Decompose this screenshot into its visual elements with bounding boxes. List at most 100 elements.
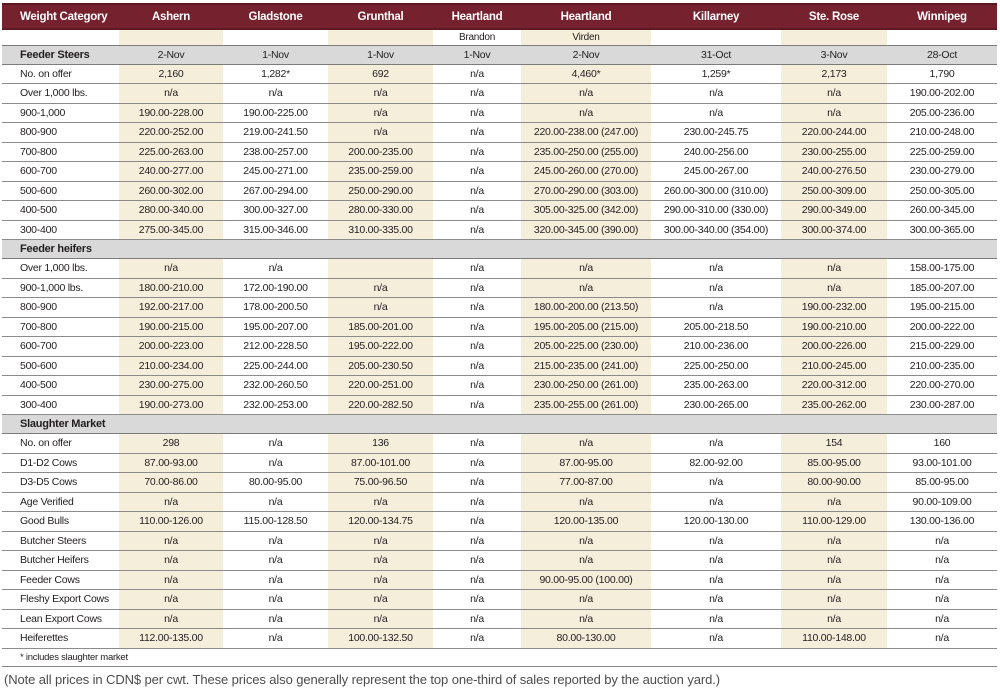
price-cell: n/a bbox=[781, 589, 887, 610]
empty-cell bbox=[521, 239, 651, 259]
price-cell: n/a bbox=[887, 589, 997, 610]
price-cell: n/a bbox=[521, 103, 651, 123]
row-label: Age Verified bbox=[2, 492, 119, 512]
column-header-killarney: Killarney bbox=[651, 3, 781, 30]
price-cell: n/a bbox=[223, 531, 328, 551]
price-cell: 225.00-259.00 bbox=[887, 142, 997, 162]
price-cell: 215.00-229.00 bbox=[887, 336, 997, 357]
row-label: Over 1,000 lbs. bbox=[2, 83, 119, 104]
price-cell: 225.00-244.00 bbox=[223, 356, 328, 376]
price-cell bbox=[328, 258, 433, 279]
table-row-slaughter-market-age-verified: Age Verified n/a n/a n/a n/a n/a n/a n/a 90.00-1… bbox=[2, 492, 997, 512]
price-cell: n/a bbox=[521, 258, 651, 279]
price-cell: n/a bbox=[223, 628, 328, 649]
price-cell: 230.00-275.00 bbox=[119, 375, 223, 396]
price-cell: 230.00-279.00 bbox=[887, 161, 997, 182]
price-cell: 240.00-277.00 bbox=[119, 161, 223, 182]
price-cell: 205.00-218.50 bbox=[651, 317, 781, 337]
price-cell: 260.00-345.00 bbox=[887, 200, 997, 221]
price-cell: n/a bbox=[651, 278, 781, 298]
row-label: Fleshy Export Cows bbox=[2, 589, 119, 610]
price-cell: 136 bbox=[328, 433, 433, 454]
price-cell: 230.00-265.00 bbox=[651, 395, 781, 415]
price-cell: 230.00-287.00 bbox=[887, 395, 997, 415]
price-cell: n/a bbox=[328, 83, 433, 104]
price-cell: 190.00-273.00 bbox=[119, 395, 223, 415]
price-cell: 235.00-262.00 bbox=[781, 395, 887, 415]
price-cell: 120.00-130.00 bbox=[651, 511, 781, 532]
empty-cell bbox=[651, 29, 781, 45]
price-cell: n/a bbox=[781, 258, 887, 279]
price-cell: n/a bbox=[651, 433, 781, 454]
price-cell: 85.00-95.00 bbox=[887, 472, 997, 493]
row-label: Over 1,000 lbs. bbox=[2, 258, 119, 279]
empty-cell bbox=[119, 414, 223, 434]
column-header-ashern: Ashern bbox=[119, 3, 223, 30]
price-cell: 160 bbox=[887, 433, 997, 454]
location-label-brandon: Brandon bbox=[458, 31, 496, 43]
price-cell: 190.00-215.00 bbox=[119, 317, 223, 337]
price-cell: n/a bbox=[328, 278, 433, 298]
price-cell: 210.00-235.00 bbox=[887, 356, 997, 376]
table-row-feeder-heifers-600-700: 600-700 200.00-223.00 212.00-228.50 195.00-… bbox=[2, 336, 997, 357]
row-label: 800-900 bbox=[2, 297, 119, 318]
sale-date: 1-Nov bbox=[433, 44, 521, 65]
price-cell: 260.00-302.00 bbox=[119, 181, 223, 201]
table-row-slaughter-market-no-on-offer: No. on offer 298 n/a 136 n/a n/a n/a 154 160 bbox=[2, 433, 997, 454]
price-cell: n/a bbox=[651, 83, 781, 104]
price-cell: n/a bbox=[433, 395, 521, 415]
price-cell: n/a bbox=[781, 278, 887, 298]
price-cell: 250.00-305.00 bbox=[887, 181, 997, 201]
price-cell: n/a bbox=[328, 297, 433, 318]
price-cell: 1,790 bbox=[887, 64, 997, 84]
empty-cell bbox=[433, 239, 521, 259]
price-cell: n/a bbox=[521, 609, 651, 629]
price-cell: 225.00-263.00 bbox=[119, 142, 223, 162]
price-cell: 300.00-340.00 (354.00) bbox=[651, 220, 781, 240]
price-cell: 112.00-135.00 bbox=[119, 628, 223, 649]
sale-date: 3-Nov bbox=[781, 44, 887, 65]
table-row-feeder-steers-600-700: 600-700 240.00-277.00 245.00-271.00 235.00-… bbox=[2, 161, 997, 182]
price-cell: n/a bbox=[433, 453, 521, 473]
price-cell: n/a bbox=[781, 103, 887, 123]
price-cell: n/a bbox=[651, 297, 781, 318]
column-header-weight-category: Weight Category bbox=[2, 3, 119, 30]
price-cell: 185.00-207.00 bbox=[887, 278, 997, 298]
price-cell: 270.00-290.00 (303.00) bbox=[521, 181, 651, 201]
section-title: Slaughter Market bbox=[2, 414, 119, 434]
price-cell: 2,160 bbox=[119, 64, 223, 84]
table-row-feeder-heifers-400-500: 400-500 230.00-275.00 232.00-260.50 220.00-… bbox=[2, 375, 997, 396]
price-cell: 220.00-252.00 bbox=[119, 122, 223, 143]
row-label: Good Bulls bbox=[2, 511, 119, 532]
price-cell: 130.00-136.00 bbox=[887, 511, 997, 532]
empty-cell bbox=[2, 29, 119, 45]
sale-date: 28-Oct bbox=[887, 44, 997, 65]
price-cell: 212.00-228.50 bbox=[223, 336, 328, 357]
price-cell: 320.00-345.00 (390.00) bbox=[521, 220, 651, 240]
price-cell: 200.00-222.00 bbox=[887, 317, 997, 337]
price-cell: n/a bbox=[651, 492, 781, 512]
price-cell: n/a bbox=[119, 550, 223, 571]
price-cell: 205.00-230.50 bbox=[328, 356, 433, 376]
empty-cell bbox=[781, 239, 887, 259]
price-cell: 250.00-309.00 bbox=[781, 181, 887, 201]
price-cell: 100.00-132.50 bbox=[328, 628, 433, 649]
price-cell: 230.00-250.00 (261.00) bbox=[521, 375, 651, 396]
sale-date: 1-Nov bbox=[223, 44, 328, 65]
price-cell: 190.00-202.00 bbox=[887, 83, 997, 104]
price-cell: 238.00-257.00 bbox=[223, 142, 328, 162]
table-row-slaughter-market-fleshy-export-cows: Fleshy Export Cows n/a n/a n/a n/a n/a n/a n/a n… bbox=[2, 589, 997, 610]
sale-date: 31-Oct bbox=[651, 44, 781, 65]
sale-date: 2-Nov bbox=[119, 44, 223, 65]
price-cell: 192.00-217.00 bbox=[119, 297, 223, 318]
cattle-price-table: Weight Category Ashern Gladstone Grunthal He… bbox=[2, 3, 997, 667]
footnote-row: * includes slaughter market bbox=[2, 648, 997, 667]
price-cell: 240.00-256.00 bbox=[651, 142, 781, 162]
price-cell: 120.00-135.00 bbox=[521, 511, 651, 532]
column-header-heartland-brandon: Heartland bbox=[433, 3, 521, 30]
table-row-feeder-heifers-700-800: 700-800 190.00-215.00 195.00-207.00 185.00-… bbox=[2, 317, 997, 337]
price-cell: n/a bbox=[521, 589, 651, 610]
empty-cell bbox=[651, 239, 781, 259]
price-cell: 280.00-340.00 bbox=[119, 200, 223, 221]
price-cell: 158.00-175.00 bbox=[887, 258, 997, 279]
